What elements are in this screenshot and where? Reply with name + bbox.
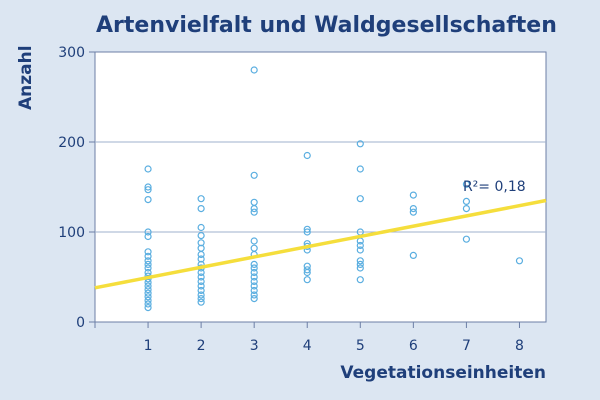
data-point	[250, 66, 258, 74]
data-point	[197, 273, 205, 281]
data-point	[250, 260, 258, 268]
data-point	[250, 295, 258, 303]
data-point	[250, 208, 258, 216]
data-point	[303, 268, 311, 277]
data-point	[303, 151, 311, 160]
data-point	[356, 260, 364, 268]
r-squared-annotation: R²= 0,18	[463, 179, 526, 195]
y-tick-label: 100	[58, 225, 85, 241]
x-tick-label: 6	[409, 338, 418, 354]
data-point	[462, 197, 471, 205]
data-point	[250, 286, 258, 295]
plot-area	[94, 51, 547, 323]
x-tick-label: 1	[144, 338, 153, 354]
data-point	[197, 195, 205, 203]
data-point	[250, 277, 258, 286]
data-point	[144, 282, 152, 290]
data-point	[144, 257, 152, 265]
data-point	[144, 186, 152, 194]
x-tick-label: 4	[303, 338, 312, 354]
x-tick-label: 5	[356, 338, 365, 354]
data-point	[250, 273, 258, 281]
data-point	[462, 180, 471, 188]
data-point	[197, 286, 205, 295]
data-point	[144, 286, 152, 294]
data-point	[356, 140, 364, 148]
data-point	[462, 205, 471, 213]
data-point	[197, 232, 205, 240]
data-point	[144, 196, 152, 204]
chart-title: Artenvielfalt und Waldgesellschaften	[96, 13, 557, 38]
data-point	[197, 282, 205, 290]
trendline-group	[94, 198, 547, 290]
data-point	[144, 248, 152, 256]
data-point	[250, 268, 258, 277]
data-point	[356, 264, 364, 272]
y-tick-label: 0	[76, 315, 85, 331]
data-point	[144, 293, 152, 301]
x-tick-label: 7	[462, 338, 471, 354]
data-point	[144, 304, 152, 312]
data-point	[197, 298, 205, 306]
data-point	[250, 171, 258, 179]
data-points	[144, 66, 524, 312]
data-point	[356, 241, 364, 250]
data-point	[409, 191, 417, 199]
y-axis-title: Anzahl	[16, 45, 36, 110]
data-point	[409, 251, 417, 259]
y-axis-ticks: 0 100 200 300	[58, 45, 95, 331]
data-point	[303, 276, 311, 284]
data-point	[250, 205, 258, 213]
y-tick-label: 300	[58, 45, 85, 61]
data-point	[250, 282, 258, 290]
data-point	[144, 300, 152, 308]
data-point	[303, 225, 311, 233]
data-point	[197, 223, 205, 232]
data-point	[409, 205, 417, 213]
data-point	[250, 264, 258, 272]
data-point	[356, 246, 364, 254]
data-point	[197, 291, 205, 299]
gridlines	[95, 141, 546, 233]
data-point	[197, 295, 205, 303]
data-point	[356, 257, 364, 265]
trendline	[94, 198, 547, 290]
data-point	[144, 228, 152, 236]
data-point	[250, 237, 258, 245]
data-point	[197, 277, 205, 286]
data-point	[144, 296, 152, 304]
x-tick-label: 2	[197, 338, 206, 354]
data-point	[197, 239, 205, 247]
data-point	[197, 255, 205, 263]
data-point	[144, 252, 152, 260]
data-point	[197, 250, 205, 259]
data-point	[144, 165, 152, 173]
data-point	[144, 278, 152, 286]
data-point	[515, 257, 524, 265]
data-point	[144, 289, 152, 297]
data-point	[356, 165, 364, 173]
data-point	[303, 228, 311, 236]
data-point	[144, 232, 152, 241]
data-point	[250, 291, 258, 299]
x-tick-label: 8	[515, 338, 524, 354]
y-tick-label: 200	[58, 135, 85, 151]
data-point	[144, 183, 152, 191]
data-point	[303, 266, 311, 274]
data-point	[144, 260, 152, 268]
x-tick-label: 3	[250, 338, 259, 354]
data-point	[197, 268, 205, 277]
x-axis-title: Vegetationseinheiten	[340, 363, 546, 383]
data-point	[462, 235, 471, 243]
x-axis-ticks: 1 2 3 4 5 6 7 8	[94, 322, 524, 354]
data-point	[356, 276, 364, 284]
data-point	[197, 205, 205, 213]
data-point	[144, 264, 152, 272]
data-point	[409, 208, 417, 216]
data-point	[356, 195, 364, 203]
